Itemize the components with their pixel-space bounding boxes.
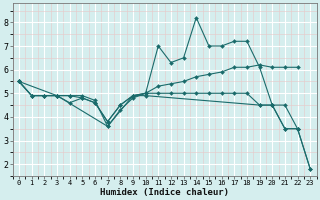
X-axis label: Humidex (Indice chaleur): Humidex (Indice chaleur) (100, 188, 229, 197)
